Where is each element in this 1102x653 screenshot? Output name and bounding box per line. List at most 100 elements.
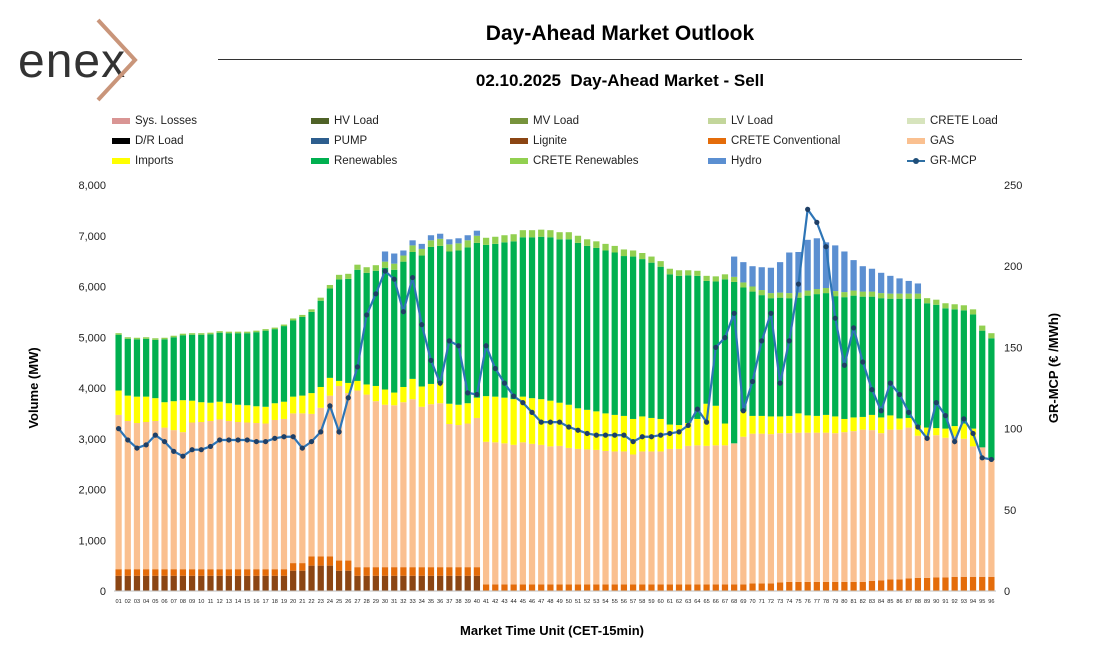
- mcp-point: [593, 432, 599, 438]
- mcp-point: [115, 426, 122, 432]
- bar-renewables: [565, 239, 572, 405]
- bar-crete-renewables: [335, 274, 343, 280]
- x-tick-label: 46: [529, 599, 535, 605]
- bar-crete-renewables: [143, 337, 150, 339]
- x-tick-label: 27: [354, 599, 360, 605]
- mcp-point: [299, 445, 305, 451]
- y2-tick-label: 150: [1004, 342, 1022, 354]
- bar-hydro: [400, 250, 407, 256]
- x-axis-title: Market Time Unit (CET-15min): [460, 623, 644, 638]
- bar-crete-conventional: [740, 584, 747, 591]
- bar-crete-conventional: [832, 581, 839, 591]
- legend-item-lignite: Lignite: [510, 135, 567, 147]
- bar-lignite: [391, 575, 398, 591]
- bar-crete-conventional: [979, 576, 986, 591]
- mcp-point: [667, 430, 673, 437]
- x-tick-label: 18: [272, 599, 278, 605]
- mcp-point: [501, 380, 508, 386]
- mcp-point: [639, 434, 645, 440]
- bar-crete-conventional: [648, 584, 655, 591]
- bar-crete-conventional: [703, 584, 710, 591]
- bar-renewables: [942, 308, 949, 429]
- mcp-point: [262, 438, 269, 445]
- bar-crete-conventional: [749, 583, 756, 591]
- bar-crete-renewables: [345, 273, 352, 279]
- mcp-point: [869, 387, 875, 393]
- bar-crete-conventional: [639, 584, 646, 591]
- bar-crete-conventional: [629, 584, 637, 591]
- x-tick-label: 80: [841, 599, 847, 605]
- bar-crete-conventional: [326, 556, 334, 566]
- bar-renewables: [271, 329, 278, 404]
- bar-lignite: [234, 575, 242, 591]
- bar-renewables: [234, 333, 242, 405]
- bar-hydro: [914, 283, 922, 294]
- bar-renewables: [767, 298, 775, 417]
- bar-crete-renewables: [409, 245, 416, 252]
- bar-crete-conventional: [942, 577, 949, 591]
- x-tick-label: 54: [602, 599, 608, 605]
- bar-crete-conventional: [381, 567, 389, 576]
- mcp-point: [364, 312, 370, 318]
- x-tick-label: 01: [115, 599, 121, 605]
- bar-crete-renewables: [694, 270, 701, 276]
- bar-renewables: [492, 243, 499, 397]
- bar-imports: [868, 414, 876, 431]
- bar-renewables: [253, 332, 260, 407]
- bar-renewables: [620, 256, 628, 416]
- mcp-point: [979, 455, 985, 461]
- x-tick-label: 42: [492, 599, 498, 605]
- bar-renewables: [813, 294, 820, 416]
- bar-lignite: [216, 575, 223, 591]
- bar-gas: [400, 402, 407, 568]
- mcp-point: [198, 447, 204, 453]
- bar-gas: [813, 432, 820, 582]
- x-tick-label: 90: [933, 599, 939, 605]
- x-tick-label: 92: [952, 599, 958, 605]
- bar-gas: [648, 451, 655, 585]
- x-tick-label: 83: [869, 599, 875, 605]
- bar-hydro: [758, 267, 765, 291]
- mcp-point: [391, 276, 397, 282]
- bar-crete-conventional: [482, 584, 490, 591]
- mcp-point: [612, 432, 618, 438]
- x-tick-label: 76: [805, 599, 811, 605]
- bar-hydro: [841, 251, 848, 293]
- bar-crete-renewables: [611, 245, 618, 253]
- bar-imports: [969, 428, 977, 447]
- bar-renewables: [933, 304, 940, 429]
- mcp-point: [465, 390, 471, 396]
- bar-crete-conventional: [253, 569, 260, 576]
- bar-crete-conventional: [795, 581, 802, 591]
- bar-crete-conventional: [933, 577, 940, 591]
- bar-crete-renewables: [850, 290, 857, 296]
- bar-renewables: [317, 300, 324, 387]
- bar-gas: [280, 418, 288, 570]
- bar-renewables: [418, 255, 425, 387]
- legend-label: GR-MCP: [930, 155, 977, 167]
- bar-renewables: [455, 250, 462, 405]
- mcp-point: [308, 438, 315, 445]
- x-tick-label: 71: [759, 599, 765, 605]
- bar-crete-conventional: [170, 569, 177, 576]
- bar-gas: [161, 427, 168, 570]
- bar-lignite: [354, 575, 361, 591]
- legend-label: MV Load: [533, 115, 580, 127]
- bar-crete-renewables: [859, 291, 866, 297]
- bar-imports: [776, 416, 784, 434]
- bar-renewables: [951, 309, 958, 427]
- bar-renewables: [703, 280, 710, 404]
- bar-imports: [611, 414, 618, 452]
- bar-imports: [675, 425, 683, 449]
- x-tick-label: 88: [915, 599, 921, 605]
- x-tick-label: 13: [226, 599, 232, 605]
- y-tick-label: 7,000: [78, 231, 106, 243]
- x-tick-label: 57: [630, 599, 636, 605]
- x-tick-label: 35: [428, 599, 434, 605]
- bar-gas: [574, 448, 582, 585]
- bar-gas: [455, 425, 462, 568]
- bar-imports: [822, 414, 830, 433]
- mcp-point: [906, 409, 912, 415]
- bar-gas: [923, 435, 931, 578]
- bar-crete-renewables: [400, 255, 407, 262]
